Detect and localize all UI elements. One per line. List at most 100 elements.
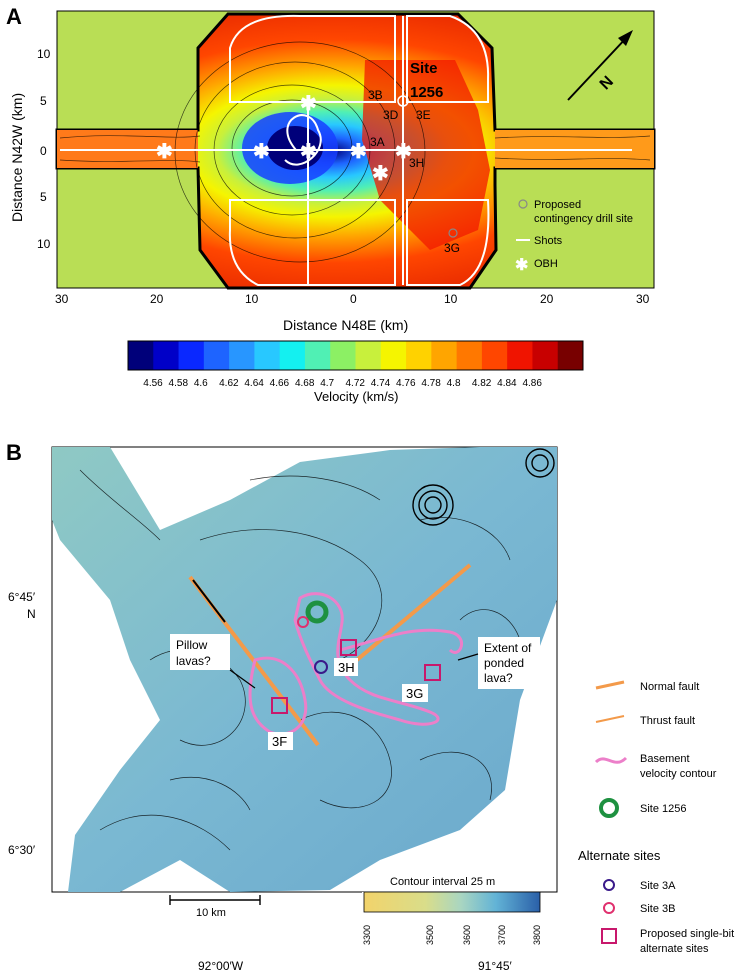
colorbar-cell <box>481 341 508 370</box>
y-tick-3: 0 <box>40 144 47 158</box>
north-arrow-line <box>567 35 629 101</box>
thrust-fault-east <box>343 563 472 672</box>
contour-title: Contour interval 25 m <box>390 876 495 888</box>
velocity-colorbar: 4.56 4.58 4.6 4.62 4.64 4.66 4.68 4.7 4.72 4.74 4.… <box>127 340 584 404</box>
site-3h-label-b: 3H <box>338 660 355 675</box>
site-3g-square <box>424 664 441 681</box>
svg-text:3800: 3800 <box>532 925 542 945</box>
x-tick-4: 0 <box>350 292 357 306</box>
lat-bottom: 6°30′ <box>8 843 36 857</box>
basement-contour-west <box>248 656 308 736</box>
legend-site-1256: Site 1256 <box>640 803 686 815</box>
contour-ticks: 3300 3500 3600 3700 3800 <box>362 925 542 945</box>
colorbar-tick-label: 4.72 <box>346 378 366 389</box>
lat-top: 6°45′ <box>8 590 36 604</box>
colorbar-cell <box>406 341 432 370</box>
panel-a-axes: 10 5 0 5 10 30 20 10 0 10 20 30 Distance… <box>9 47 650 333</box>
panel-b-map: 3H 3G 3F Pillow lavas? Extent of ponded … <box>51 446 558 945</box>
legend-site-3b-icon <box>603 902 615 914</box>
y-tick-2: 5 <box>40 94 47 108</box>
legend-normal-fault: Normal fault <box>640 681 699 693</box>
svg-text:✱: ✱ <box>156 141 173 163</box>
bathymetry-contours <box>79 469 521 851</box>
colorbar-tick-label: 4.8 <box>447 378 461 389</box>
lat-top-n: N <box>27 607 36 621</box>
svg-text:3600: 3600 <box>462 925 472 945</box>
annot-pillow-1: Pillow <box>176 638 208 652</box>
site-3a-label: 3A <box>370 135 385 149</box>
colorbar-cell <box>456 341 483 370</box>
seamount-contours <box>412 448 555 526</box>
colorbar-cell <box>330 341 356 370</box>
colorbar-cell <box>203 341 230 370</box>
legend-alternate-title: Alternate sites <box>578 848 661 863</box>
legend-thrust-fault: Thrust fault <box>640 715 695 727</box>
site-3a-marker-b <box>314 660 328 674</box>
colorbar-tick-label: 4.58 <box>169 378 189 389</box>
legend-site-1256-icon <box>599 798 619 818</box>
legend-obh: OBH <box>534 258 558 270</box>
legend-site-3a-icon <box>603 879 615 891</box>
site-3e-label: 3E <box>416 108 431 122</box>
site-3g-circle <box>448 228 458 238</box>
annot-extent-1: Extent of <box>484 641 532 655</box>
lon-right: 91°45′ <box>478 959 512 973</box>
pillow-arrow <box>229 669 256 689</box>
north-arrow-head <box>618 30 633 46</box>
x-tick-3: 10 <box>245 292 259 306</box>
colorbar-cell <box>380 341 407 370</box>
svg-text:✱: ✱ <box>253 141 270 163</box>
colorbar-cell <box>128 341 154 370</box>
legend-obh-icon: ✱ <box>515 257 528 274</box>
colorbar-cell <box>557 341 584 370</box>
lon-left: 92°00′W <box>198 959 244 973</box>
svg-text:✱: ✱ <box>395 141 412 163</box>
panel-a-label: A <box>6 4 22 29</box>
legend-proposed-1: Proposed <box>534 199 581 211</box>
site-3f-box <box>268 732 293 750</box>
site-3h-box <box>334 658 358 676</box>
colorbar-cell <box>431 341 458 370</box>
svg-text:✱: ✱ <box>300 93 317 115</box>
site-3g-box <box>402 684 428 702</box>
colorbar-cell <box>254 341 281 370</box>
x-tick-7: 30 <box>636 292 650 306</box>
colorbar-cells <box>128 341 584 370</box>
colorbar-tick-label: 4.84 <box>497 378 517 389</box>
legend-proposed-icon-b <box>601 928 617 944</box>
extent-box <box>478 637 540 689</box>
y-tick-4: 5 <box>40 190 47 204</box>
colorbar-tick-label: 4.82 <box>472 378 492 389</box>
shot-lines <box>60 14 632 286</box>
colorbar-tick-label: 4.64 <box>244 378 264 389</box>
fault-segment <box>192 579 226 623</box>
svg-text:3500: 3500 <box>425 925 435 945</box>
legend-proposed-2: alternate sites <box>640 943 709 955</box>
svg-text:3300: 3300 <box>362 925 372 945</box>
x-tick-1: 30 <box>55 292 69 306</box>
site-3h-square <box>340 639 357 656</box>
site-title: Site <box>410 60 438 77</box>
contour-colorbar <box>363 891 541 913</box>
x-tick-2: 20 <box>150 292 164 306</box>
colorbar-tick-label: 4.78 <box>421 378 441 389</box>
colorbar-tick-label: 4.86 <box>522 378 542 389</box>
site-3b-marker-b <box>297 616 309 628</box>
legend-shots: Shots <box>534 235 563 247</box>
obh-markers: ✱ ✱ ✱ ✱ ✱ ✱ ✱ <box>156 93 412 185</box>
legend-basement-2: velocity contour <box>640 768 717 780</box>
colorbar-frame <box>127 340 584 371</box>
colorbar-tick-label: 4.62 <box>219 378 239 389</box>
colorbar-tick-label: 4.76 <box>396 378 416 389</box>
colorbar-cell <box>532 341 559 370</box>
colorbar-cell <box>279 341 306 370</box>
legend-proposed-2: contingency drill site <box>534 213 633 225</box>
y-tick-5: 10 <box>37 237 51 251</box>
x-axis-label: Distance N48E (km) <box>283 317 408 333</box>
site-3g-label-b: 3G <box>406 686 423 701</box>
colorbar-tick-label: 4.56 <box>143 378 163 389</box>
panel-b-axes: 6°45′ N 6°30′ 92°00′W 91°45′ <box>8 590 512 973</box>
colorbar-tick-label: 4.66 <box>270 378 290 389</box>
x-tick-6: 20 <box>540 292 554 306</box>
svg-text:3700: 3700 <box>497 925 507 945</box>
